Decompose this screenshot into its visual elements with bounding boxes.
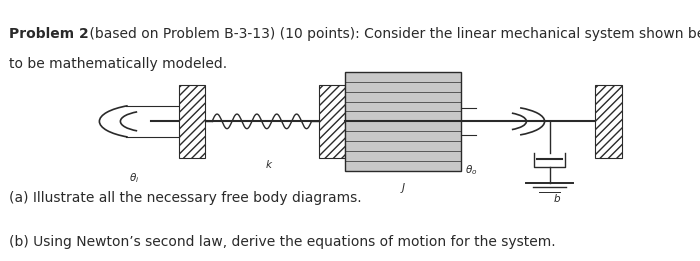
Text: $\theta_i$: $\theta_i$ xyxy=(130,171,139,185)
Text: (b) Using Newton’s second law, derive the equations of motion for the system.: (b) Using Newton’s second law, derive th… xyxy=(9,235,556,249)
Text: (based on Problem B-3-13) (10 points): Consider the linear mechanical system sho: (based on Problem B-3-13) (10 points): C… xyxy=(85,27,700,41)
Bar xyxy=(595,85,622,158)
Text: (a) Illustrate all the necessary free body diagrams.: (a) Illustrate all the necessary free bo… xyxy=(9,191,362,205)
Bar xyxy=(318,85,345,158)
Text: $\theta_o$: $\theta_o$ xyxy=(465,163,477,177)
Text: $k$: $k$ xyxy=(265,158,273,170)
Text: to be mathematically modeled.: to be mathematically modeled. xyxy=(9,57,228,72)
Text: Problem 2: Problem 2 xyxy=(9,27,89,41)
Bar xyxy=(178,85,205,158)
Text: $b$: $b$ xyxy=(553,192,561,204)
Text: $J$: $J$ xyxy=(400,181,406,195)
Bar xyxy=(345,72,461,171)
